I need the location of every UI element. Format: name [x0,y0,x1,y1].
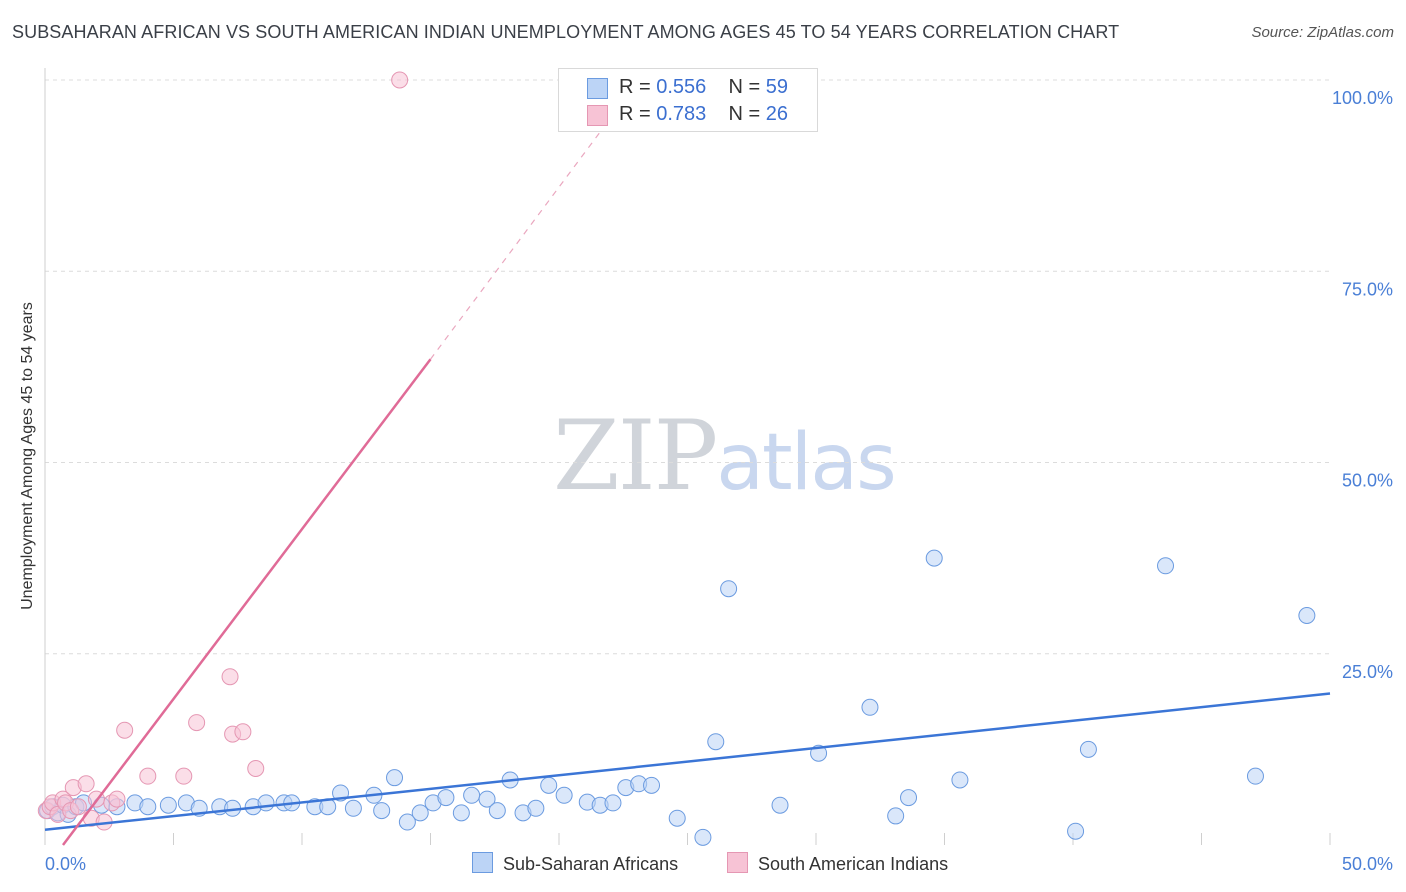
blue-point [1298,607,1316,624]
blue-point [668,809,686,827]
blue-point [1067,822,1085,840]
pink-trendline [61,358,432,846]
blue-point [1157,557,1175,575]
blue-point [437,789,455,807]
blue-point [771,796,789,814]
y-tick-label: 50.0% [1342,471,1393,491]
pink-point [116,721,134,739]
pink-point [221,668,239,686]
legend-swatch-blue [587,78,608,99]
blue-point [555,786,573,804]
bottom-legend-series2: South American Indians [727,852,948,875]
blue-point [159,796,177,814]
legend-n-label: N = [728,103,766,125]
source-credit: Source: ZipAtlas.com [1251,24,1394,41]
chart-title: SUBSAHARAN AFRICAN VS SOUTH AMERICAN IND… [12,22,1120,42]
blue-point [604,794,622,812]
legend-r-label: R = [619,103,657,125]
blue-point [900,789,918,807]
bottom-legend-swatch-blue [472,852,493,873]
blue-point [411,804,429,822]
correlation-legend: R = 0.556 N = 59 R = 0.783 N = 26 [558,68,818,132]
blue-point [488,802,506,820]
blue-point [527,799,545,817]
blue-point [1079,740,1097,758]
pink-point [69,798,87,816]
x-tick-label: 50.0% [1342,854,1393,874]
blue-point [398,813,416,831]
legend-n-value: 59 [765,76,789,98]
legend-n-label: N = [728,76,766,98]
blue-point [720,580,738,598]
pink-trendline-extension [430,117,611,360]
pink-point [247,760,265,777]
bottom-legend-series1: Sub-Saharan Africans [472,852,678,875]
blue-point [478,790,496,808]
pink-point [175,767,193,785]
pink-point [139,767,157,785]
blue-point [694,828,712,846]
pink-point [234,723,252,741]
blue-point [887,807,905,825]
blue-point [452,804,470,822]
blue-point [344,799,362,817]
legend-r-label: R = [619,76,657,98]
blue-point [707,733,725,751]
y-axis-label: Unemployment Among Ages 45 to 54 years [19,302,36,610]
blue-point [386,769,404,787]
y-tick-label: 25.0% [1342,662,1393,682]
blue-point [643,776,661,794]
pink-point [391,71,409,89]
legend-n-value: 26 [765,103,789,125]
watermark: ZIPatlas [553,400,897,512]
bottom-legend-label-blue: Sub-Saharan Africans [503,854,679,874]
blue-point [1246,767,1264,785]
blue-point [373,802,391,820]
bottom-legend-label-pink: South American Indians [758,854,949,874]
blue-point [257,794,275,812]
blue-point [925,549,943,567]
pink-point [77,775,95,793]
legend-swatch-pink [587,105,608,126]
blue-point [463,786,481,804]
pink-point [188,714,206,732]
blue-point [951,771,969,789]
blue-trendline [44,692,1331,831]
blue-point [540,776,558,794]
y-tick-label: 100.0% [1332,88,1393,108]
blue-point [861,698,879,716]
pink-point [108,790,126,808]
watermark-zip: ZIP [553,400,718,512]
x-tick-label: 0.0% [45,854,86,874]
legend-r-value: 0.783 [656,103,707,125]
y-tick-label: 75.0% [1342,279,1393,299]
blue-point [139,798,157,816]
bottom-legend-swatch-pink [727,852,748,873]
legend-r-value: 0.556 [656,76,707,98]
